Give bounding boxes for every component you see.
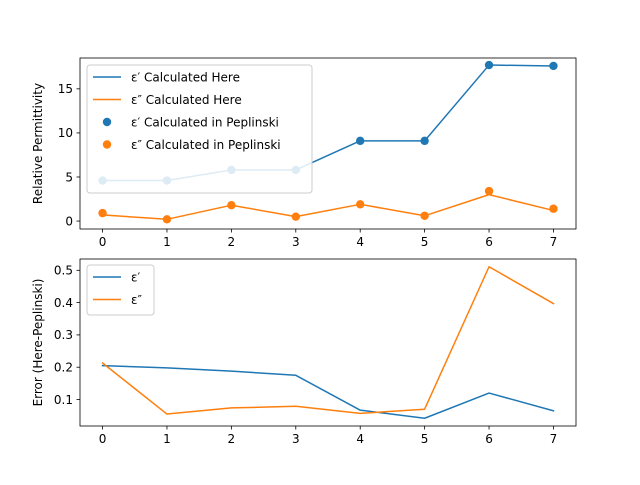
y-tick-label: 0.3 [54,328,73,342]
legend-label: ε″ [131,293,142,307]
legend-box [86,264,155,316]
scatter-point [420,211,429,220]
permittivity-panel: 0 1 2 3 4 5 6 7 0 5 10 15 Relative Permittivity ε′ Ca… [31,57,577,249]
legend-label: ε″ Calculated in Peplinski [131,138,281,152]
scatter-point [162,215,172,224]
x-tick-label: 1 [163,235,171,249]
y-tick-label: 15 [58,82,73,96]
scatter-point [356,200,365,209]
y-tick-label: 10 [58,126,73,140]
legend-marker-swatch [102,140,112,149]
scatter-point [484,60,494,70]
legend-marker-swatch [102,117,112,127]
x-tick-label: 0 [99,235,107,249]
series-line-0 [101,364,555,419]
legend: ε′ ε″ [86,264,155,316]
y-tick-label: 0.5 [54,264,73,278]
x-tick-label: 2 [228,235,236,249]
x-tick-label: 3 [292,432,300,446]
axes-frame [79,258,577,427]
scatter-point [291,212,300,221]
x-tick-label: 0 [99,432,107,446]
series-line-1 [101,266,555,415]
x-tick-label: 6 [485,235,493,249]
scatter-point [549,61,558,71]
scatter-point [484,186,494,196]
x-tick-label: 5 [421,432,429,446]
legend-box [86,64,313,194]
x-tick-label: 6 [485,432,493,446]
legend-label: ε″ Calculated Here [131,93,242,107]
y-tick-label: 0.4 [54,296,73,310]
scatter-point [356,136,365,146]
y-axis-label: Error (Here-Peplinski) [31,279,45,407]
x-tick-label: 3 [292,235,300,249]
y-axis-label: Relative Permittivity [31,83,45,204]
x-tick-label: 5 [421,235,429,249]
scatter-point [227,201,236,210]
scatter-point [549,204,558,213]
y-tick-label: 0 [65,214,73,228]
legend: ε′ Calculated Here ε″ Calculated Here ε′ C… [86,64,313,194]
y-tick-label: 0.2 [54,361,73,375]
error-panel: 0 1 2 3 4 5 6 7 0.1 0.2 0.3 0.4 0.5 Error (Here-Pepli… [31,258,577,446]
legend-label: ε′ [131,270,140,284]
x-tick-label: 2 [228,432,236,446]
x-tick-label: 1 [163,432,171,446]
y-tick-label: 5 [65,170,73,184]
x-tick-label: 4 [356,235,364,249]
legend-label: ε′ Calculated in Peplinski [131,115,279,129]
x-tick-label: 4 [356,432,364,446]
legend-label: ε′ Calculated Here [131,70,240,84]
axes-frame [79,57,577,230]
series-line-1 [101,193,555,221]
scatter-point [98,208,107,218]
scatter-point [420,136,429,146]
y-tick-label: 0.1 [54,393,73,407]
x-tick-label: 7 [550,432,558,446]
x-tick-label: 7 [550,235,558,249]
